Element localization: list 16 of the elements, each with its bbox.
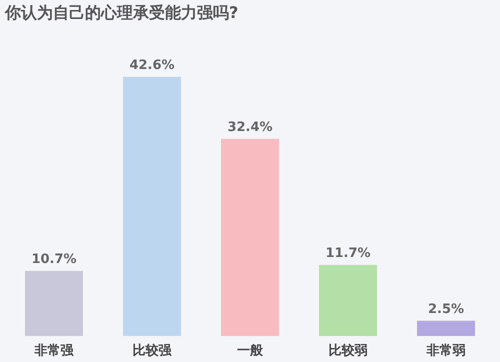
bar: [123, 76, 181, 336]
data-label: 11.7%: [325, 246, 371, 261]
bar: [319, 264, 377, 336]
bar: [221, 138, 279, 336]
data-label: 2.5%: [428, 302, 464, 317]
x-tick-label: 比较强: [132, 342, 172, 358]
chart-title: 你认为自己的心理承受能力强吗?: [4, 3, 238, 22]
x-tick-label: 非常弱: [426, 344, 466, 358]
x-tick-label: 比较弱: [328, 342, 368, 358]
x-tick-label: 一般: [237, 344, 264, 358]
data-label: 32.4%: [227, 120, 273, 135]
data-label: 42.6%: [129, 58, 175, 73]
data-label: 10.7%: [31, 252, 77, 267]
bar: [417, 320, 475, 336]
bar: [25, 270, 83, 336]
x-tick-label: 非常强: [34, 344, 74, 358]
